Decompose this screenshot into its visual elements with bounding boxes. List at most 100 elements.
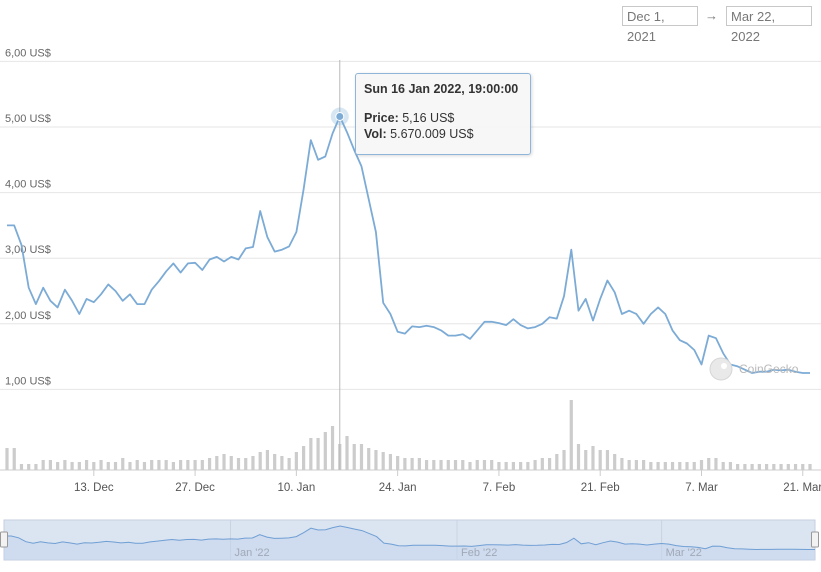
volume-bar bbox=[547, 458, 552, 470]
volume-bar bbox=[157, 460, 161, 470]
volume-bar bbox=[244, 458, 248, 470]
volume-bar bbox=[128, 462, 132, 470]
watermark-text: CoinGecko bbox=[739, 362, 799, 376]
price-series bbox=[7, 107, 810, 374]
navigator-handle[interactable] bbox=[0, 531, 8, 548]
volume-bar bbox=[381, 452, 385, 470]
volume-bar bbox=[207, 458, 212, 470]
volume-bar bbox=[70, 462, 74, 470]
volume-bar bbox=[511, 462, 515, 470]
y-axis-labels: 6,00 US$ 5,00 US$ 4,00 US$ 3,00 US$ 2,00 US$… bbox=[5, 47, 51, 387]
volume-bar bbox=[193, 460, 197, 470]
tooltip-vol-label: Vol: bbox=[364, 127, 387, 141]
x-tick-label: 7. Feb bbox=[483, 482, 516, 494]
navigator-line bbox=[4, 525, 815, 551]
tooltip-price-value: 5,16 US$ bbox=[402, 111, 455, 125]
tooltip-price-label: Price: bbox=[364, 111, 399, 125]
volume-bar bbox=[280, 456, 284, 470]
volume-bar bbox=[569, 400, 573, 470]
y-tick-label: 2,00 US$ bbox=[5, 310, 51, 322]
volume-bar bbox=[743, 464, 747, 470]
volume-bar bbox=[63, 460, 67, 470]
volume-bar bbox=[475, 460, 479, 470]
volume-bar bbox=[287, 458, 291, 470]
volume-bar bbox=[728, 462, 733, 470]
volume-bar bbox=[670, 462, 675, 470]
volume-bar bbox=[309, 438, 313, 470]
volume-bar bbox=[598, 450, 602, 470]
volume-bar bbox=[352, 444, 356, 470]
volume-bar bbox=[417, 458, 421, 470]
volume-bar bbox=[403, 458, 407, 470]
volume-bar bbox=[757, 464, 761, 470]
watermark: CoinGecko bbox=[709, 357, 799, 381]
volume-bars bbox=[5, 400, 812, 470]
x-tick-label: 27. Dec bbox=[175, 482, 215, 494]
x-tick-label: 21. Mar bbox=[783, 482, 821, 494]
volume-bar bbox=[779, 464, 783, 470]
volume-bar bbox=[540, 458, 544, 470]
volume-bar bbox=[642, 460, 646, 470]
volume-bar bbox=[801, 464, 805, 470]
volume-bar bbox=[164, 460, 168, 470]
volume-bar bbox=[504, 462, 508, 470]
volume-bar bbox=[555, 454, 559, 470]
volume-bar bbox=[251, 456, 255, 470]
volume-bar bbox=[359, 444, 364, 470]
range-from-input[interactable]: Dec 1, 2021 bbox=[622, 6, 698, 44]
volume-bar bbox=[200, 460, 204, 470]
volume-bar bbox=[562, 450, 566, 470]
navigator[interactable]: Jan '22Feb '22Mar '22 bbox=[0, 519, 819, 561]
volume-bar bbox=[222, 454, 226, 470]
volume-bar bbox=[786, 464, 790, 470]
volume-bar bbox=[468, 462, 472, 470]
volume-bar bbox=[627, 460, 631, 470]
volume-bar bbox=[721, 462, 725, 470]
tooltip-title: Sun 16 Jan 2022, 19:00:00 bbox=[364, 82, 519, 96]
volume-bar bbox=[121, 458, 125, 470]
volume-bar bbox=[27, 464, 31, 470]
y-tick-label: 6,00 US$ bbox=[5, 47, 51, 59]
volume-bar bbox=[714, 458, 718, 470]
volume-bar bbox=[519, 462, 523, 470]
volume-bar bbox=[685, 462, 689, 470]
volume-bar bbox=[526, 462, 530, 470]
volume-bar bbox=[150, 460, 154, 470]
coingecko-logo-icon bbox=[709, 357, 733, 381]
volume-bar bbox=[663, 462, 667, 470]
x-tick-label: 10. Jan bbox=[278, 482, 316, 494]
volume-bar bbox=[707, 458, 711, 470]
volume-bar bbox=[750, 464, 754, 470]
volume-bar bbox=[84, 460, 89, 470]
navigator-handle[interactable] bbox=[811, 531, 819, 548]
volume-bar bbox=[77, 462, 81, 470]
y-tick-label: 3,00 US$ bbox=[5, 244, 51, 256]
volume-bar bbox=[265, 450, 270, 470]
x-tick-label: 21. Feb bbox=[581, 482, 620, 494]
volume-bar bbox=[345, 436, 349, 470]
volume-bar bbox=[605, 450, 610, 470]
volume-bar bbox=[692, 462, 696, 470]
x-tick-label: 13. Dec bbox=[74, 482, 114, 494]
volume-bar bbox=[41, 460, 45, 470]
volume-bar bbox=[446, 460, 450, 470]
volume-bar bbox=[584, 450, 588, 470]
volume-bar bbox=[439, 460, 443, 470]
tooltip-vol-value: 5.670.009 US$ bbox=[390, 127, 474, 141]
range-to-input[interactable]: Mar 22, 2022 bbox=[726, 6, 812, 44]
volume-bar bbox=[330, 426, 335, 470]
volume-bar bbox=[316, 438, 320, 470]
x-tick-label: 24. Jan bbox=[379, 482, 417, 494]
volume-bar bbox=[497, 462, 501, 470]
x-tick-label: 7. Mar bbox=[685, 482, 718, 494]
volume-bar bbox=[649, 462, 653, 470]
volume-bar bbox=[396, 456, 400, 470]
volume-bar bbox=[656, 462, 660, 470]
range-arrow: → bbox=[705, 8, 718, 23]
volume-bar bbox=[142, 462, 147, 470]
x-axis-labels: 13. Dec 27. Dec 10. Jan 24. Jan 7. Feb 21. Fe… bbox=[74, 470, 821, 494]
y-tick-label: 5,00 US$ bbox=[5, 113, 51, 125]
volume-bar bbox=[432, 460, 436, 470]
